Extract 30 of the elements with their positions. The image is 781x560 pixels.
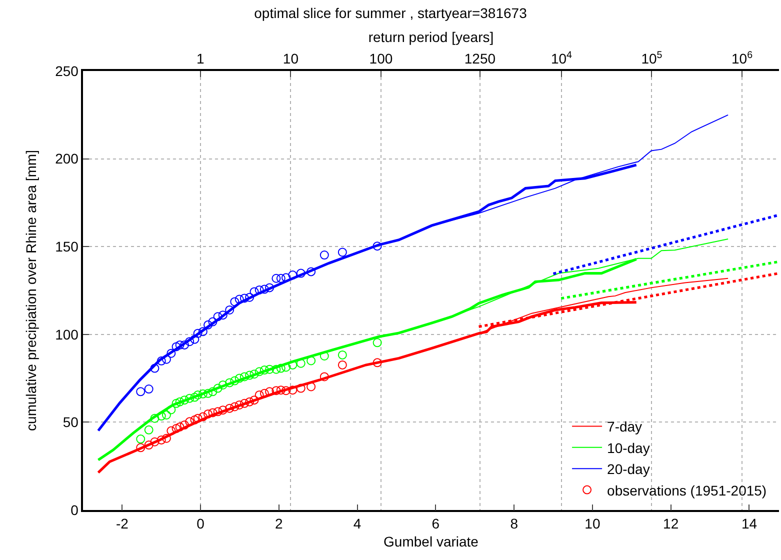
y-tick-label: 0 (70, 502, 79, 518)
y-tick-label: 50 (62, 414, 79, 430)
y-tick-label: 200 (55, 150, 79, 167)
x2-tick-label: 1 (196, 50, 205, 67)
x-tick-label: 12 (663, 516, 679, 532)
x2-tick-label: 10 (282, 50, 299, 67)
x2-axis-title: return period [years] (368, 28, 494, 45)
x2-tick-label: 10$^{4}$ (550, 50, 573, 67)
x2-tick-label: 10$^{6}$ (731, 50, 754, 67)
chart-title: optimal slice for summer , startyear=381673 (254, 5, 528, 22)
legend-label: 7-day (607, 418, 642, 435)
y-axis-title: cumulative precipiation over Rhine area [mm] (23, 150, 40, 431)
x-tick-label: 8 (510, 516, 518, 532)
legend-label: 10-day (607, 440, 650, 456)
legend-label: 20-day (607, 461, 650, 478)
y-tick-label: 250 (55, 62, 79, 79)
x-tick-label: 2 (275, 516, 284, 532)
legend-label: observations (1951-2015) (607, 482, 767, 498)
x-tick-label: 0 (196, 516, 205, 532)
x-tick-label: -2 (116, 516, 129, 532)
x-tick-label: 4 (353, 516, 362, 532)
x2-tick-label: 1250 (464, 50, 496, 67)
y-tick-label: 100 (55, 326, 79, 342)
x2-tick-label: 100 (369, 50, 393, 67)
x-tick-label: 14 (741, 516, 758, 532)
x-tick-label: 6 (432, 516, 440, 532)
x2-tick-label: 10$^{5}$ (641, 50, 663, 67)
x-axis-title: Gumbel variate (384, 533, 479, 550)
x-tick-label: 10 (584, 516, 600, 532)
y-tick-label: 150 (55, 238, 79, 254)
